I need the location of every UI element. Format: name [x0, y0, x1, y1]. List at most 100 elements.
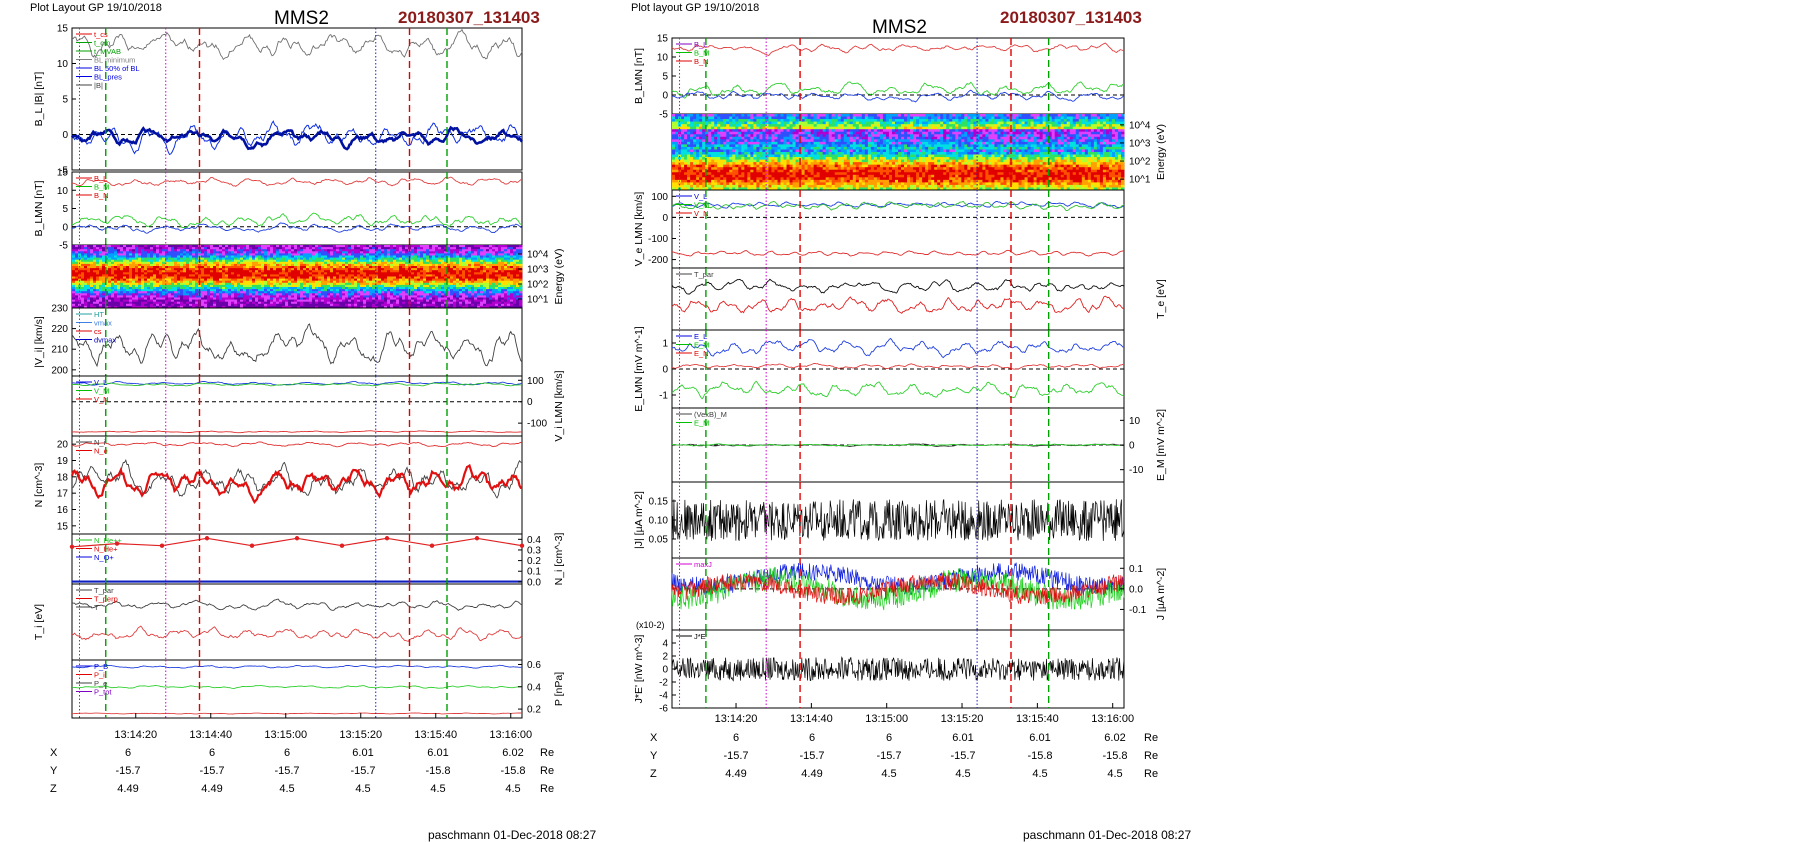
orbit-value: 4.5 — [505, 783, 520, 795]
legend-entry: T — [94, 603, 99, 612]
spectrogram-cell — [744, 114, 747, 117]
y-axis-label: B_LMN [nT] — [33, 180, 45, 236]
spectrogram-cell — [714, 114, 717, 117]
y-tick-label: 0 — [62, 130, 68, 141]
spectrogram-cell — [684, 114, 687, 117]
panel-frame — [72, 660, 522, 718]
spectrogram-cell — [1112, 114, 1115, 117]
data-point — [205, 536, 209, 540]
spectrogram-cell — [768, 114, 771, 117]
y-tick-label: 210 — [51, 345, 68, 356]
x-tick-label: 13:16:00 — [489, 729, 532, 741]
orbit-value: 4.49 — [201, 783, 222, 795]
spectrogram-cell — [675, 117, 678, 120]
y-axis-label: |V_i| [km/s] — [33, 316, 45, 368]
spectrogram-cell — [684, 117, 687, 120]
spectrogram-cell — [901, 114, 904, 117]
spectrogram-cell — [865, 114, 868, 117]
spectrogram-cell — [1003, 114, 1006, 117]
spectrogram-cell — [859, 114, 862, 117]
panel-frame — [72, 308, 522, 376]
y-tick-label: 0.4 — [527, 682, 541, 693]
data-point — [160, 544, 164, 548]
y-tick-label: 10^4 — [527, 250, 549, 261]
y-tick-label: 0.3 — [527, 545, 541, 556]
spectrogram-cell — [750, 114, 753, 117]
spectrogram-cell — [847, 114, 850, 117]
spectrogram-cell — [940, 114, 943, 117]
y-tick-label: 10^2 — [527, 280, 549, 291]
y-tick-label: 15 — [57, 24, 69, 35]
spectrogram-cell — [708, 114, 711, 117]
x-tick-label: 13:15:00 — [264, 729, 307, 741]
spectrogram-cell — [979, 114, 982, 117]
y-tick-label: 10^1 — [527, 295, 549, 306]
y-tick-label: 5 — [62, 95, 68, 106]
spectrogram-cell — [868, 114, 871, 117]
spectrogram-cell — [696, 117, 699, 120]
y-tick-label: 0 — [62, 222, 68, 233]
spectrogram-cell — [790, 114, 793, 117]
spectrogram-cell — [699, 114, 702, 117]
spectrogram-cell — [1006, 114, 1009, 117]
x-tick-label: 13:15:20 — [339, 729, 382, 741]
spectrogram-cell — [820, 114, 823, 117]
spectrogram-cell — [871, 114, 874, 117]
spectrogram-cell — [1028, 114, 1031, 117]
orbit-row-label: Y — [50, 765, 58, 777]
spectrogram-cell — [741, 114, 744, 117]
y-axis-label: B_LMN [nT] — [633, 48, 645, 104]
spectrogram-cell — [892, 114, 895, 117]
y-tick-label: 20 — [57, 440, 69, 451]
data-point — [340, 544, 344, 548]
spectrogram-cell — [952, 114, 955, 117]
spectrogram-cell — [883, 114, 886, 117]
orbit-value: 6.01 — [352, 747, 373, 759]
spectrogram-cell — [817, 114, 820, 117]
spectrogram-cell — [1097, 114, 1100, 117]
orbit-unit: Re — [540, 747, 554, 759]
spectrogram-cell — [702, 117, 705, 120]
spectrogram-cell — [681, 117, 684, 120]
spectrogram-cell — [1118, 114, 1121, 117]
spectrogram-cell — [829, 114, 832, 117]
spectrogram-cell — [856, 114, 859, 117]
spectrogram-cell — [693, 114, 696, 117]
spectrogram-cell — [717, 114, 720, 117]
spectrogram-cell — [862, 114, 865, 117]
spectrogram-cell — [985, 114, 988, 117]
spectrogram-cell — [681, 114, 684, 117]
spectrogram-cell — [774, 114, 777, 117]
orbit-value: -15.7 — [274, 765, 299, 777]
spectrogram-cell — [771, 114, 774, 117]
spectrogram-cell — [1094, 114, 1097, 117]
y-tick-label: 0 — [527, 397, 533, 408]
y-tick-label: 19 — [57, 456, 69, 467]
spectrogram-cell — [796, 114, 799, 117]
spectrogram-cell — [1016, 114, 1019, 117]
spectrogram-cell — [943, 114, 946, 117]
data-point — [385, 536, 389, 540]
panel-frame — [72, 584, 522, 660]
spectrogram-cell — [711, 117, 714, 120]
spectrogram-cell — [1034, 114, 1037, 117]
spectrogram-cell — [967, 114, 970, 117]
legend-entry: |B| — [94, 81, 103, 90]
spectrogram-cell — [874, 114, 877, 117]
y-axis-label: B_L |B| [nT] — [33, 72, 45, 127]
orbit-value: 4.5 — [355, 783, 370, 795]
panel-frame — [672, 38, 1124, 114]
orbit-row-label: X — [50, 747, 58, 759]
orbit-unit: Re — [540, 783, 554, 795]
spectrogram-cell — [793, 114, 796, 117]
y-axis-label: T_i [eV] — [33, 604, 45, 640]
y-tick-label: 10 — [57, 59, 69, 70]
spectrogram-cell — [955, 114, 958, 117]
y-tick-label: 15 — [57, 521, 69, 532]
